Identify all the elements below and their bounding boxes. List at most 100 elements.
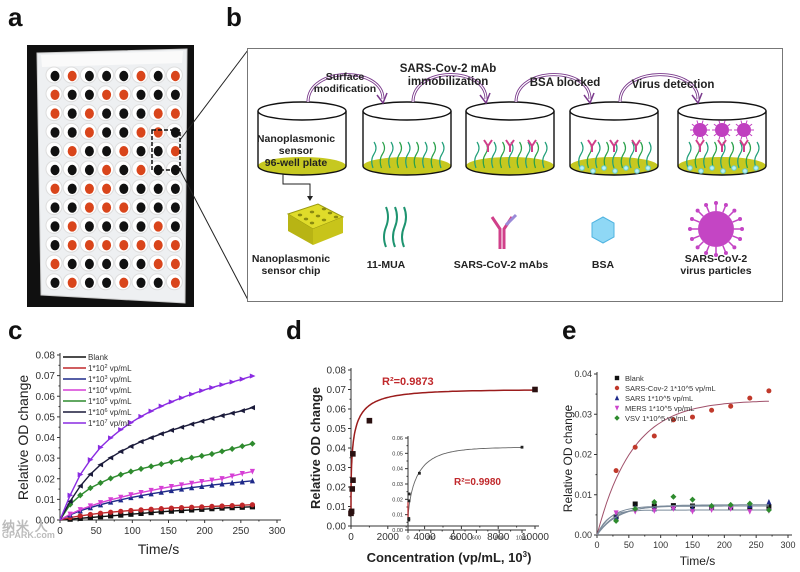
antibody — [527, 139, 537, 152]
data-point — [97, 510, 104, 516]
well — [136, 89, 146, 100]
virus-spike — [705, 133, 709, 137]
well — [136, 164, 146, 176]
data-point — [178, 456, 185, 463]
bsa-dot — [590, 168, 596, 174]
chart-c-axes: 0.00 0.01 0.02 0.03 0.04 0.05 0.06 0.07 0.08 0 50 1… — [36, 351, 286, 538]
mua-strand — [711, 141, 718, 169]
well-top — [569, 101, 659, 121]
data-point — [249, 373, 256, 379]
bsa-dot — [623, 165, 629, 171]
well — [50, 183, 60, 194]
data-point — [632, 505, 639, 512]
data-point — [229, 473, 235, 480]
virus-spike — [723, 136, 726, 140]
mua-strand — [422, 141, 428, 169]
mua-icon-strand — [383, 206, 389, 248]
data-point — [746, 500, 753, 507]
mua-strand — [612, 141, 618, 169]
inset-data-point — [407, 492, 411, 496]
data-point — [229, 410, 235, 416]
sensor-chip-icon — [286, 203, 345, 245]
well — [102, 202, 112, 213]
well — [153, 183, 163, 194]
well — [170, 240, 180, 251]
data-point — [158, 509, 164, 515]
virus-spike — [735, 123, 739, 127]
well — [67, 70, 77, 82]
virus-spike — [749, 123, 753, 127]
virus-spike-tip — [689, 236, 694, 241]
inset-data-point — [407, 517, 411, 520]
mua-icon-strand — [392, 206, 398, 248]
data-point — [239, 478, 245, 485]
data-point — [189, 391, 195, 397]
well — [67, 240, 77, 251]
legend-marker — [614, 395, 620, 401]
legend-marker — [614, 415, 620, 421]
well — [102, 146, 112, 157]
well — [136, 183, 146, 194]
data-point — [348, 508, 355, 515]
chip-well — [333, 215, 339, 219]
well — [136, 221, 146, 232]
virus-spike-tip — [695, 245, 700, 250]
data-point — [158, 431, 164, 437]
data-point — [239, 408, 245, 414]
x-tick-label: 250 — [749, 540, 764, 550]
x-axis-title: Time/s — [680, 554, 716, 568]
panel-letter-e: e — [562, 315, 577, 345]
well — [119, 127, 129, 138]
data-point — [689, 496, 696, 503]
plate-rim — [41, 51, 183, 67]
well — [50, 258, 60, 270]
y-tick-label: 0.05 — [36, 412, 56, 423]
series-line — [59, 470, 253, 521]
antibody — [717, 139, 727, 152]
legend-label-line: Nanoplasmonic — [251, 253, 331, 265]
data-point — [97, 500, 104, 506]
inset-fit-curve — [407, 447, 523, 521]
chip-well — [309, 210, 315, 214]
well — [102, 221, 112, 232]
well — [50, 164, 60, 176]
data-point — [366, 417, 373, 424]
virus-spike-tip — [732, 208, 737, 213]
step-arrow-inner — [307, 74, 384, 103]
legend-label: 1*106 vp/mL — [88, 408, 132, 417]
data-point — [209, 503, 215, 509]
mua-strand — [603, 141, 610, 169]
step-arrow-inner — [619, 74, 699, 103]
data-point — [148, 463, 155, 470]
well — [136, 258, 146, 270]
step-arrow-inner — [515, 74, 591, 103]
well — [84, 146, 94, 157]
well — [170, 70, 180, 82]
data-point — [127, 443, 134, 449]
chart-c-legend: Blank 1*102 vp/mL 1*103 vp/mL 1*104 vp/mL 1*… — [63, 353, 132, 428]
virus-spike — [705, 245, 710, 253]
legend-label-bsa: BSA — [578, 259, 628, 271]
first-well-label: Nanoplasmonic sensor 96-well plate — [250, 133, 342, 169]
mua-strand — [646, 141, 652, 169]
data-point — [117, 471, 124, 478]
legend-label-virus: SARS-CoV-2 virus particles — [666, 253, 766, 277]
virus-spike — [691, 133, 695, 137]
chip-well — [297, 213, 303, 217]
fit-curve — [596, 509, 769, 536]
well-bottom — [362, 165, 452, 176]
virus-spike-tip — [688, 227, 692, 231]
data-point — [765, 507, 772, 514]
legend-label-line: 11-MUA — [366, 259, 406, 271]
data-point — [349, 486, 356, 492]
mua-strand — [508, 141, 514, 169]
well — [153, 240, 163, 251]
virus-spike-tip — [704, 251, 709, 256]
watermark-url: GPARK.com — [2, 530, 55, 540]
data-point — [532, 386, 538, 393]
data-point — [209, 477, 215, 484]
virus-spike-tip — [738, 217, 743, 222]
virus-spike — [696, 136, 699, 140]
data-point — [97, 444, 104, 450]
data-point — [209, 384, 215, 391]
